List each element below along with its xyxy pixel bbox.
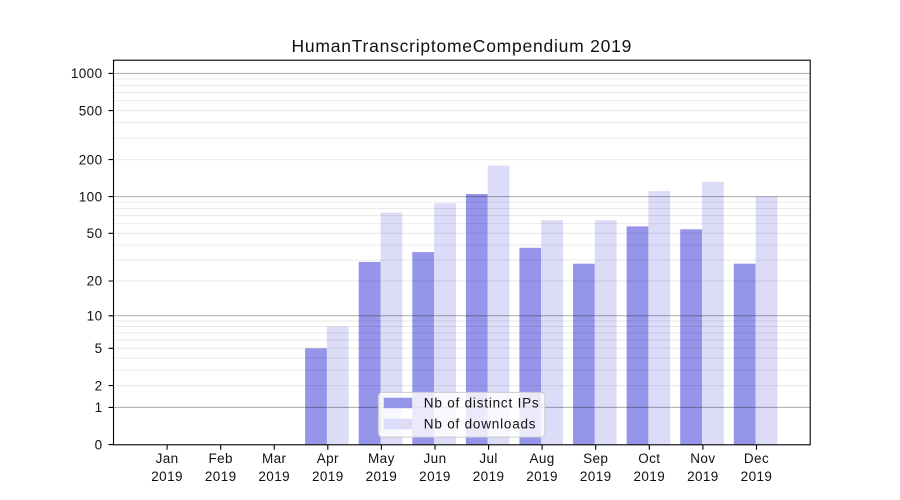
svg-text:1000: 1000: [71, 66, 103, 81]
svg-text:Nb of distinct IPs: Nb of distinct IPs: [424, 396, 540, 411]
svg-text:2019: 2019: [366, 469, 398, 484]
svg-text:Nov: Nov: [690, 451, 715, 466]
svg-text:Feb: Feb: [208, 451, 232, 466]
svg-text:5: 5: [95, 341, 103, 356]
svg-text:10: 10: [87, 309, 103, 324]
svg-text:Nb of downloads: Nb of downloads: [424, 417, 537, 432]
svg-text:2019: 2019: [258, 469, 290, 484]
svg-text:0: 0: [95, 437, 103, 452]
svg-text:2019: 2019: [419, 469, 451, 484]
svg-text:2019: 2019: [151, 469, 183, 484]
svg-text:50: 50: [87, 226, 103, 241]
svg-text:2019: 2019: [633, 469, 665, 484]
svg-text:HumanTranscriptomeCompendium 2: HumanTranscriptomeCompendium 2019: [292, 36, 633, 56]
svg-text:500: 500: [79, 103, 103, 118]
svg-text:Aug: Aug: [529, 451, 554, 466]
svg-text:Jul: Jul: [479, 451, 497, 466]
svg-text:200: 200: [79, 152, 103, 167]
svg-text:2019: 2019: [526, 469, 558, 484]
svg-text:100: 100: [79, 189, 103, 204]
svg-text:2019: 2019: [205, 469, 237, 484]
svg-text:Oct: Oct: [638, 451, 660, 466]
svg-text:Apr: Apr: [317, 451, 339, 466]
svg-text:20: 20: [87, 274, 103, 289]
svg-text:2: 2: [95, 378, 103, 393]
svg-text:Mar: Mar: [262, 451, 287, 466]
svg-text:Sep: Sep: [583, 451, 608, 466]
svg-text:2019: 2019: [741, 469, 773, 484]
svg-text:2019: 2019: [473, 469, 505, 484]
svg-text:Jun: Jun: [424, 451, 447, 466]
svg-text:1: 1: [95, 400, 103, 415]
svg-text:2019: 2019: [580, 469, 612, 484]
svg-text:May: May: [368, 451, 395, 466]
svg-text:Jan: Jan: [156, 451, 179, 466]
svg-text:2019: 2019: [312, 469, 344, 484]
svg-text:Dec: Dec: [744, 451, 769, 466]
svg-text:2019: 2019: [687, 469, 719, 484]
